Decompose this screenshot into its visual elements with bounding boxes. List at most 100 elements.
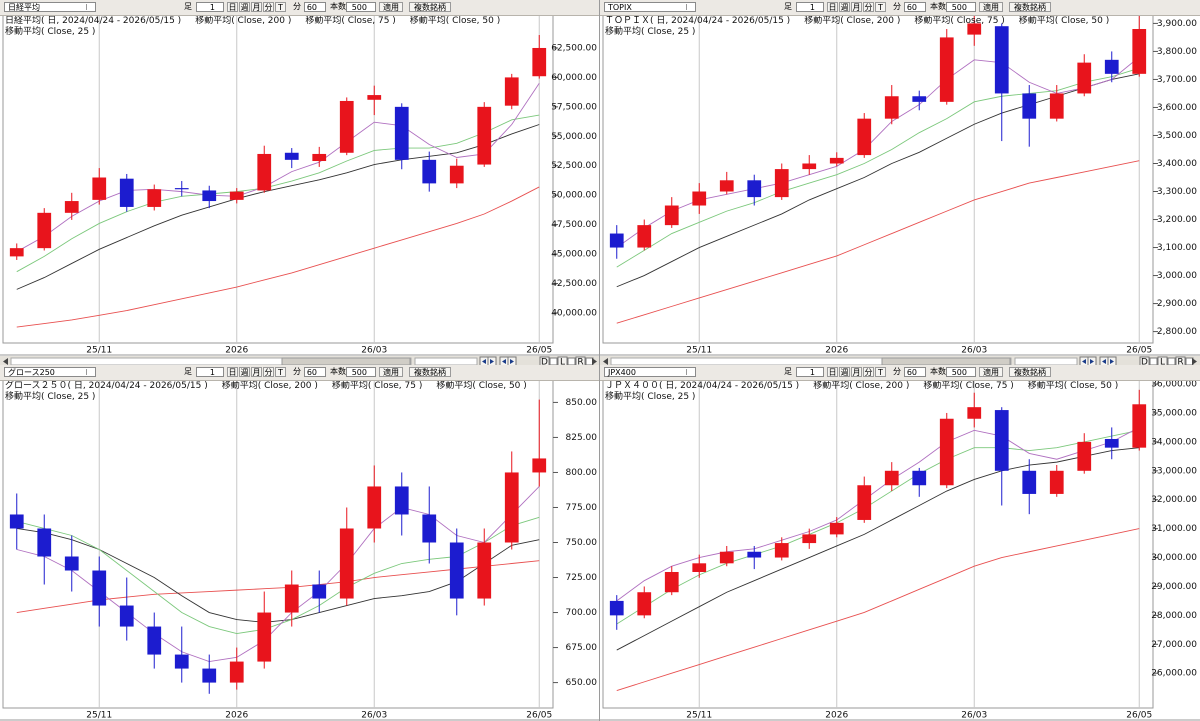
minute-label: 分 bbox=[893, 367, 901, 376]
candle-body bbox=[1104, 59, 1119, 74]
symbol-dropdown[interactable]: グロース250 bbox=[4, 367, 96, 377]
period-button[interactable]: 月 bbox=[851, 2, 862, 12]
scroll-thumb bbox=[881, 357, 1011, 366]
period-button[interactable]: 週 bbox=[239, 367, 250, 377]
scroll-right-arrow bbox=[592, 358, 597, 365]
interval-input[interactable]: 1 bbox=[196, 2, 224, 12]
apply-button[interactable]: 適用 bbox=[979, 367, 1003, 377]
minute-input[interactable]: 60 bbox=[304, 2, 326, 12]
y-tick-label: 3,700.00 bbox=[1157, 75, 1197, 85]
moving-average-line bbox=[16, 124, 540, 290]
y-tick-label: 725.00 bbox=[566, 573, 598, 583]
y-tick-label: 36,000.00 bbox=[1151, 380, 1197, 390]
scroll-track-2 bbox=[414, 357, 478, 366]
period-button[interactable]: 週 bbox=[239, 2, 250, 12]
multi-button[interactable]: 複数銘柄 bbox=[1009, 367, 1051, 377]
candle-body bbox=[1022, 93, 1037, 119]
y-tick-label: 55,000.00 bbox=[551, 132, 597, 142]
chart-title: ＴＯＰＩＸ( 日, 2024/04/24 - 2026/05/15 ) bbox=[605, 16, 791, 26]
symbol-name: TOPIX bbox=[608, 3, 632, 12]
legend-entry: 移動平均( Close, 50 ) bbox=[1027, 381, 1119, 391]
scroll-left-arrow bbox=[603, 358, 608, 365]
multi-button[interactable]: 複数銘柄 bbox=[1009, 2, 1051, 12]
candle-body bbox=[312, 153, 327, 162]
apply-button[interactable]: 適用 bbox=[379, 2, 403, 12]
count-input[interactable]: 500 bbox=[946, 2, 976, 12]
legend-entry: 移動平均( Close, 75 ) bbox=[923, 381, 1014, 391]
candle-body bbox=[939, 37, 954, 102]
candle-body bbox=[719, 180, 734, 192]
chart-header: ＪＰＸ４００( 日, 2024/04/24 - 2026/05/15 ) 移動平均… bbox=[605, 381, 1118, 403]
dropdown-arrow bbox=[686, 369, 694, 375]
multi-button[interactable]: 複数銘柄 bbox=[409, 367, 451, 377]
period-button[interactable]: T bbox=[275, 2, 286, 12]
count-input[interactable]: 500 bbox=[346, 2, 376, 12]
toolbar: JPX400 足 1 日週月分 T 分 60 本数 500 適用 複数銘柄 bbox=[600, 365, 1200, 381]
y-tick-label: 3,100.00 bbox=[1157, 243, 1197, 253]
period-button[interactable]: T bbox=[875, 367, 886, 377]
symbol-dropdown[interactable]: 日経平均 bbox=[4, 2, 96, 12]
y-tick-label: 825.00 bbox=[566, 433, 598, 443]
period-button[interactable]: T bbox=[275, 367, 286, 377]
candle-body bbox=[202, 668, 217, 683]
period-button[interactable]: 月 bbox=[851, 367, 862, 377]
interval-input[interactable]: 1 bbox=[796, 367, 824, 377]
candle-body bbox=[1077, 62, 1092, 94]
candle-body bbox=[312, 584, 327, 599]
period-button[interactable]: 分 bbox=[863, 367, 874, 377]
chart-panel: グロース250 足 1 日週月分 T 分 60 本数 500 適用 複数銘柄 グロース２５０( 日, … bbox=[0, 365, 600, 721]
interval-input[interactable]: 1 bbox=[796, 2, 824, 12]
y-tick-label: 3,400.00 bbox=[1157, 159, 1197, 169]
minute-input[interactable]: 60 bbox=[904, 2, 926, 12]
y-tick-label: 29,000.00 bbox=[1151, 582, 1197, 592]
candle-body bbox=[449, 542, 464, 599]
symbol-dropdown[interactable]: TOPIX bbox=[604, 2, 696, 12]
candle-body bbox=[422, 514, 437, 543]
period-button[interactable]: 月 bbox=[251, 2, 262, 12]
minute-input[interactable]: 60 bbox=[904, 367, 926, 377]
period-button[interactable]: 分 bbox=[863, 2, 874, 12]
period-button[interactable]: 分 bbox=[263, 2, 274, 12]
period-button[interactable]: 日 bbox=[827, 367, 838, 377]
y-tick-label: 3,300.00 bbox=[1157, 187, 1197, 197]
candle-body bbox=[532, 458, 547, 473]
period-button[interactable]: 分 bbox=[263, 367, 274, 377]
y-tick-label: 3,800.00 bbox=[1157, 47, 1197, 57]
candle-body bbox=[37, 212, 52, 249]
period-button[interactable]: 週 bbox=[839, 2, 850, 12]
period-button[interactable]: 日 bbox=[227, 367, 238, 377]
candle-body bbox=[692, 191, 707, 206]
y-tick-label: 45,000.00 bbox=[551, 250, 597, 260]
candle-body bbox=[504, 472, 519, 543]
period-button[interactable]: 日 bbox=[227, 2, 238, 12]
candle-body bbox=[747, 551, 762, 558]
period-button[interactable]: 週 bbox=[839, 367, 850, 377]
symbol-dropdown[interactable]: JPX400 bbox=[604, 367, 696, 377]
candle-body bbox=[1132, 404, 1147, 448]
multi-button[interactable]: 複数銘柄 bbox=[409, 2, 451, 12]
moving-average-line bbox=[16, 186, 540, 328]
count-label: 本数 bbox=[330, 2, 346, 11]
count-input[interactable]: 500 bbox=[346, 367, 376, 377]
apply-button[interactable]: 適用 bbox=[979, 2, 1003, 12]
period-button[interactable]: 日 bbox=[827, 2, 838, 12]
chart-header: グロース２５０( 日, 2024/04/24 - 2026/05/15 ) 移動平… bbox=[5, 381, 527, 403]
x-tick-label: 25/11 bbox=[86, 711, 112, 721]
moving-average-line bbox=[616, 427, 1140, 602]
legend-entry: 移動平均( Close, 25 ) bbox=[5, 27, 96, 37]
period-button[interactable]: 月 bbox=[251, 367, 262, 377]
minute-input[interactable]: 60 bbox=[304, 367, 326, 377]
candle-body bbox=[994, 410, 1009, 471]
apply-button[interactable]: 適用 bbox=[379, 367, 403, 377]
count-input[interactable]: 500 bbox=[946, 367, 976, 377]
plot-frame bbox=[602, 379, 1154, 709]
candle-body bbox=[504, 77, 519, 106]
scroll-thumb bbox=[281, 357, 411, 366]
period-button[interactable]: T bbox=[875, 2, 886, 12]
candle-body bbox=[884, 470, 899, 486]
legend-entry: 移動平均( Close, 75 ) bbox=[331, 381, 423, 391]
legend-entry: 移動平均( Close, 25 ) bbox=[5, 392, 96, 402]
candle-body bbox=[119, 605, 134, 627]
interval-input[interactable]: 1 bbox=[196, 367, 224, 377]
legend-entry: 移動平均( Close, 75 ) bbox=[914, 16, 1005, 26]
